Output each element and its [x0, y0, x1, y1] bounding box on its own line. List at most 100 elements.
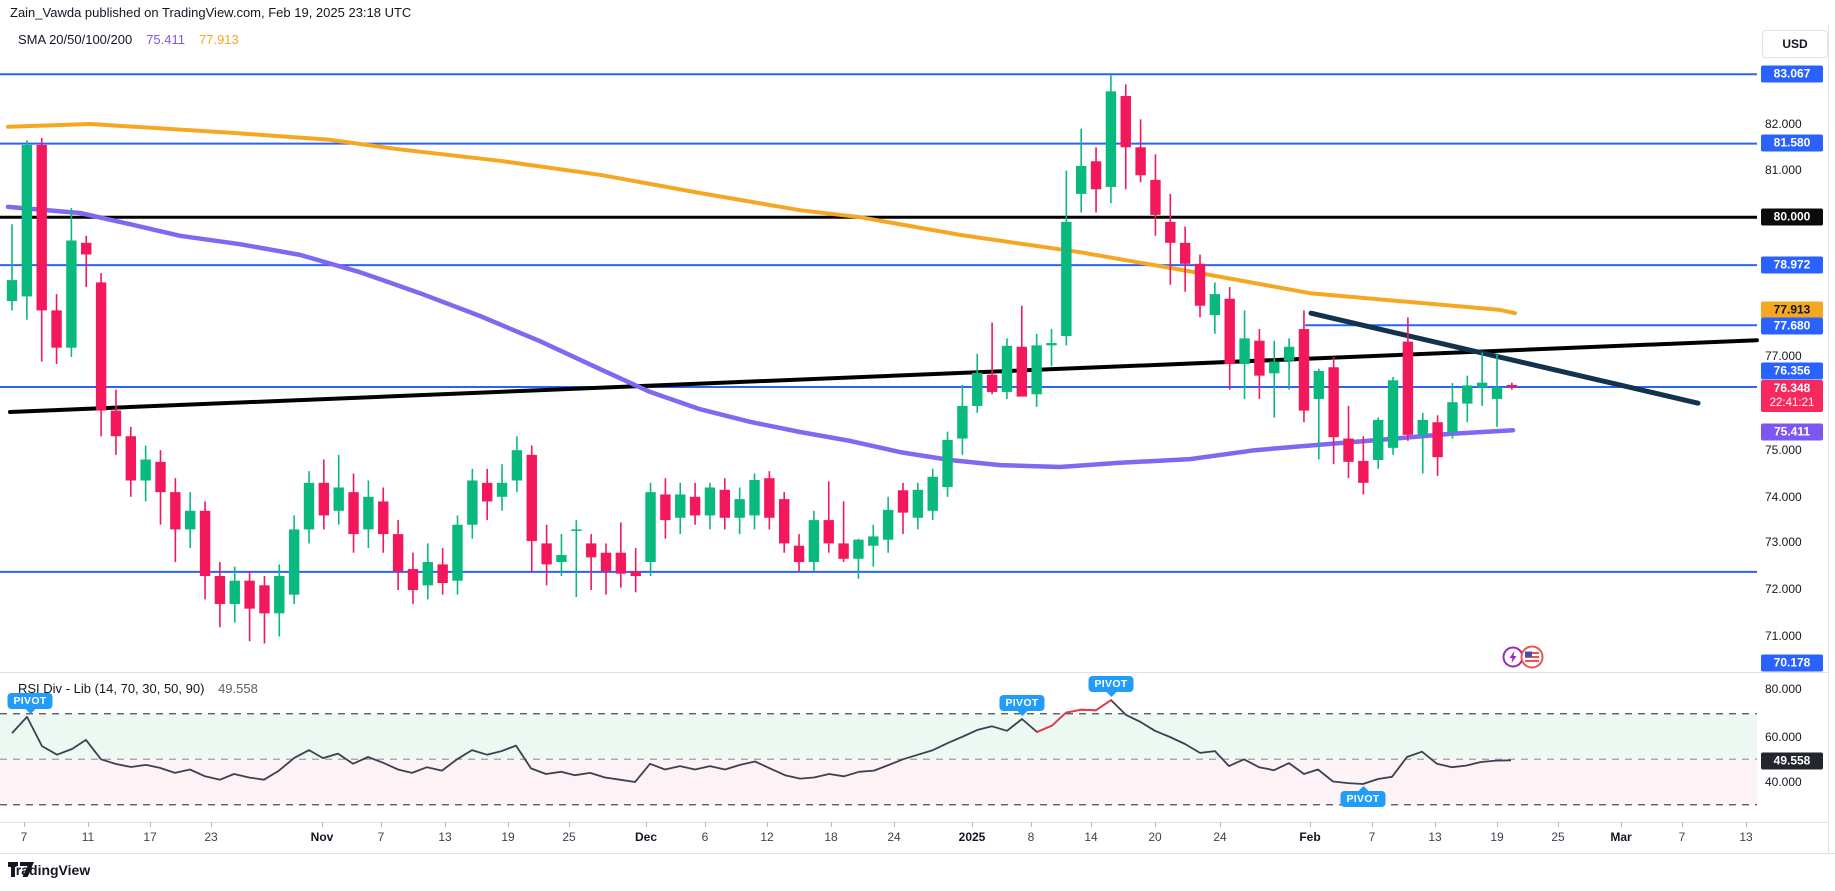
candle[interactable]: [734, 487, 745, 535]
candle[interactable]: [779, 492, 790, 553]
candle[interactable]: [467, 468, 478, 539]
candle[interactable]: [1120, 84, 1131, 190]
candle[interactable]: [288, 515, 300, 604]
candle[interactable]: [689, 482, 701, 525]
candle[interactable]: [66, 207, 77, 357]
candle[interactable]: [927, 468, 938, 521]
candle[interactable]: [972, 353, 983, 413]
time-axis-label[interactable]: 25: [1551, 830, 1565, 844]
candle[interactable]: [6, 224, 18, 311]
candle[interactable]: [1387, 377, 1399, 455]
time-axis-label[interactable]: 17: [143, 830, 157, 844]
rsi-pivot-badge[interactable]: PIVOT: [7, 692, 53, 709]
candle[interactable]: [912, 482, 924, 530]
candle[interactable]: [526, 445, 537, 572]
time-axis-label[interactable]: Nov: [310, 830, 334, 844]
time-axis-label[interactable]: 8: [1027, 830, 1035, 844]
candle[interactable]: [556, 534, 567, 577]
time-axis-label[interactable]: 20: [1148, 830, 1162, 844]
candle[interactable]: [1269, 340, 1280, 418]
candle[interactable]: [719, 478, 730, 530]
candle[interactable]: [585, 534, 597, 590]
candle[interactable]: [704, 482, 716, 530]
candle[interactable]: [1417, 412, 1428, 474]
candle[interactable]: [1283, 338, 1295, 390]
candle[interactable]: [1476, 352, 1488, 406]
time-axis-label[interactable]: 7: [1678, 830, 1686, 844]
price-axis-badge-81.580[interactable]: 81.580: [1761, 134, 1823, 152]
price-axis-badge-83.067[interactable]: 83.067: [1761, 65, 1823, 83]
rsi-pivot-badge[interactable]: PIVOT: [999, 694, 1045, 711]
time-axis-label[interactable]: 11: [81, 830, 95, 844]
candle[interactable]: [155, 450, 166, 525]
candle[interactable]: [1194, 254, 1206, 318]
candle[interactable]: [749, 473, 760, 530]
candle[interactable]: [348, 473, 359, 553]
candle[interactable]: [793, 534, 805, 572]
candle[interactable]: [868, 524, 879, 567]
candle[interactable]: [630, 548, 641, 593]
time-axis-label[interactable]: 24: [887, 830, 901, 844]
economic-event-icon[interactable]: [1502, 646, 1524, 668]
candle[interactable]: [1402, 317, 1414, 441]
candle[interactable]: [185, 492, 196, 549]
candle[interactable]: [51, 294, 62, 364]
rsi-line[interactable]: [11, 699, 1512, 785]
time-axis-label[interactable]: 19: [501, 830, 515, 844]
sma-100-line[interactable]: [6, 122, 1517, 316]
candle[interactable]: [303, 471, 315, 544]
candle[interactable]: [1105, 75, 1117, 204]
time-axis-label[interactable]: Dec: [634, 830, 658, 844]
candle[interactable]: [660, 478, 671, 539]
candle[interactable]: [244, 571, 255, 642]
candle[interactable]: [229, 566, 240, 623]
candle[interactable]: [1165, 193, 1176, 285]
candle[interactable]: [1090, 147, 1102, 213]
candle[interactable]: [1061, 170, 1072, 346]
time-axis-label[interactable]: Mar: [1610, 830, 1632, 844]
candle[interactable]: [1343, 405, 1354, 479]
candle[interactable]: [571, 520, 582, 597]
candle[interactable]: [318, 459, 330, 530]
candle[interactable]: [1298, 310, 1310, 423]
descending-resistance[interactable]: [1308, 310, 1701, 406]
candle[interactable]: [838, 501, 849, 563]
candle[interactable]: [407, 552, 419, 604]
candle[interactable]: [140, 445, 151, 502]
time-axis-label[interactable]: 12: [760, 830, 774, 844]
sma-200-line[interactable]: [5, 204, 1516, 470]
candle[interactable]: [645, 482, 656, 577]
time-axis-label[interactable]: 6: [701, 830, 709, 844]
time-axis-label[interactable]: 7: [20, 830, 28, 844]
candle[interactable]: [882, 496, 894, 553]
price-axis-badge-80.000[interactable]: 80.000: [1761, 208, 1823, 226]
candle[interactable]: [496, 464, 508, 511]
candle[interactable]: [808, 510, 820, 572]
candle[interactable]: [1239, 310, 1250, 399]
candle[interactable]: [95, 273, 107, 437]
price-axis-badge-76.356[interactable]: 76.356: [1761, 362, 1823, 380]
time-axis-label[interactable]: 25: [562, 830, 576, 844]
candle[interactable]: [675, 482, 686, 535]
candle[interactable]: [1224, 287, 1235, 390]
candle[interactable]: [110, 389, 122, 455]
time-axis-label[interactable]: 18: [824, 830, 838, 844]
candle[interactable]: [541, 524, 552, 586]
candle[interactable]: [897, 482, 909, 535]
candle[interactable]: [942, 431, 953, 497]
rsi-pivot-badge[interactable]: PIVOT: [1340, 791, 1386, 808]
candle[interactable]: [1373, 417, 1384, 469]
time-axis-label[interactable]: 13: [1428, 830, 1442, 844]
price-axis-badge-70.178[interactable]: 70.178: [1761, 654, 1823, 672]
price-axis-badge-75.411[interactable]: 75.411: [1761, 423, 1823, 441]
pane-separator[interactable]: [0, 672, 1828, 673]
sma-legend[interactable]: SMA 20/50/100/200 75.411 77.913: [18, 32, 239, 47]
us-flag-event-icon[interactable]: [1520, 645, 1544, 669]
rsi-pivot-badge[interactable]: PIVOT: [1088, 676, 1134, 693]
time-axis-label[interactable]: 7: [1368, 830, 1376, 844]
candle[interactable]: [1031, 333, 1042, 407]
price-axis-badge-78.972[interactable]: 78.972: [1761, 256, 1823, 274]
price-axis-badge-49.558[interactable]: 49.558: [1761, 752, 1823, 770]
candle[interactable]: [1046, 329, 1057, 367]
